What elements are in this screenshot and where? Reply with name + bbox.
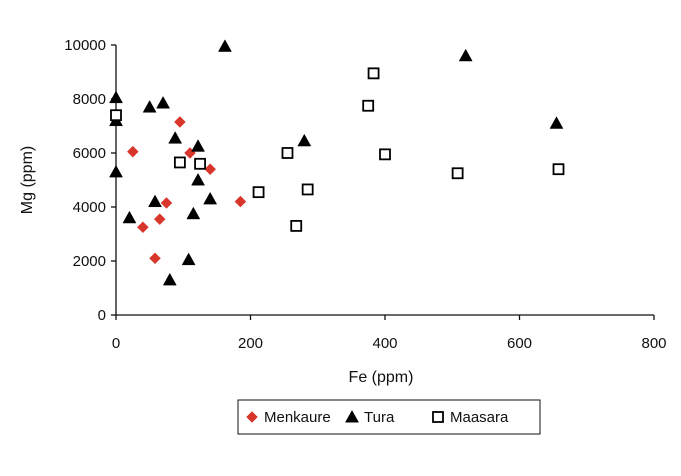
point-tura	[186, 206, 201, 220]
point-menkaure	[137, 221, 149, 234]
data-points	[109, 39, 565, 286]
point-maasara	[194, 157, 206, 170]
x-axis-title: Fe (ppm)	[349, 369, 414, 386]
point-tura	[191, 172, 205, 186]
point-tura	[549, 116, 564, 129]
legend: Menkaure Tura Maasara	[237, 399, 541, 435]
point-maasara	[552, 163, 565, 176]
series-menkaure	[126, 116, 247, 265]
point-menkaure	[234, 195, 247, 208]
point-maasara	[281, 147, 294, 159]
legend-marker-menkaure	[246, 411, 258, 423]
x-tick-label: 0	[112, 335, 120, 352]
point-tura	[218, 39, 232, 52]
y-tick-label: 0	[98, 307, 106, 324]
point-menkaure	[126, 145, 139, 158]
x-tick-label: 200	[238, 335, 263, 352]
point-maasara	[367, 67, 380, 80]
point-tura	[148, 194, 162, 208]
point-tura	[458, 48, 473, 62]
point-menkaure	[153, 213, 166, 226]
point-menkaure	[174, 116, 186, 128]
point-menkaure	[160, 197, 173, 209]
legend-label-tura: Tura	[364, 409, 395, 426]
point-maasara	[451, 167, 464, 180]
point-tura	[162, 272, 177, 286]
point-maasara	[290, 219, 303, 232]
x-tick-label: 800	[641, 335, 666, 352]
point-tura	[109, 90, 123, 104]
point-maasara	[301, 183, 314, 196]
y-ticks: 0 2000 4000 6000 8000 10000	[64, 37, 116, 324]
point-maasara	[252, 186, 265, 199]
legend-label-menkaure: Menkaure	[264, 409, 331, 426]
point-menkaure	[204, 163, 217, 176]
y-axis-title: Mg (ppm)	[19, 146, 36, 214]
point-tura	[181, 252, 196, 266]
point-tura	[122, 210, 137, 224]
legend-items: Menkaure Tura Maasara	[246, 409, 509, 426]
point-tura	[142, 100, 157, 113]
y-tick-label: 4000	[73, 199, 106, 216]
series-maasara	[110, 67, 565, 232]
axes: 0 2000 4000 6000 8000 10000 0 200 400 600 800	[64, 37, 666, 352]
point-tura	[297, 133, 312, 147]
y-tick-label: 10000	[64, 37, 106, 54]
x-tick-label: 400	[372, 335, 397, 352]
legend-marker-maasara	[432, 411, 444, 423]
y-tick-label: 6000	[73, 145, 106, 162]
x-tick-label: 600	[507, 335, 532, 352]
point-maasara	[379, 148, 391, 161]
series-tura	[109, 39, 564, 286]
y-tick-label: 8000	[73, 91, 106, 108]
point-tura	[168, 131, 183, 144]
legend-label-maasara: Maasara	[450, 409, 509, 426]
point-menkaure	[149, 252, 161, 265]
legend-box	[237, 399, 541, 435]
point-maasara	[110, 109, 122, 122]
legend-marker-tura	[345, 409, 359, 423]
point-maasara	[362, 99, 375, 112]
point-tura	[109, 164, 123, 178]
point-tura	[156, 96, 170, 109]
y-tick-label: 2000	[73, 253, 106, 270]
point-tura	[203, 191, 218, 205]
point-maasara	[173, 156, 186, 169]
point-tura	[191, 139, 205, 152]
x-ticks: 0 200 400 600 800	[112, 315, 667, 352]
